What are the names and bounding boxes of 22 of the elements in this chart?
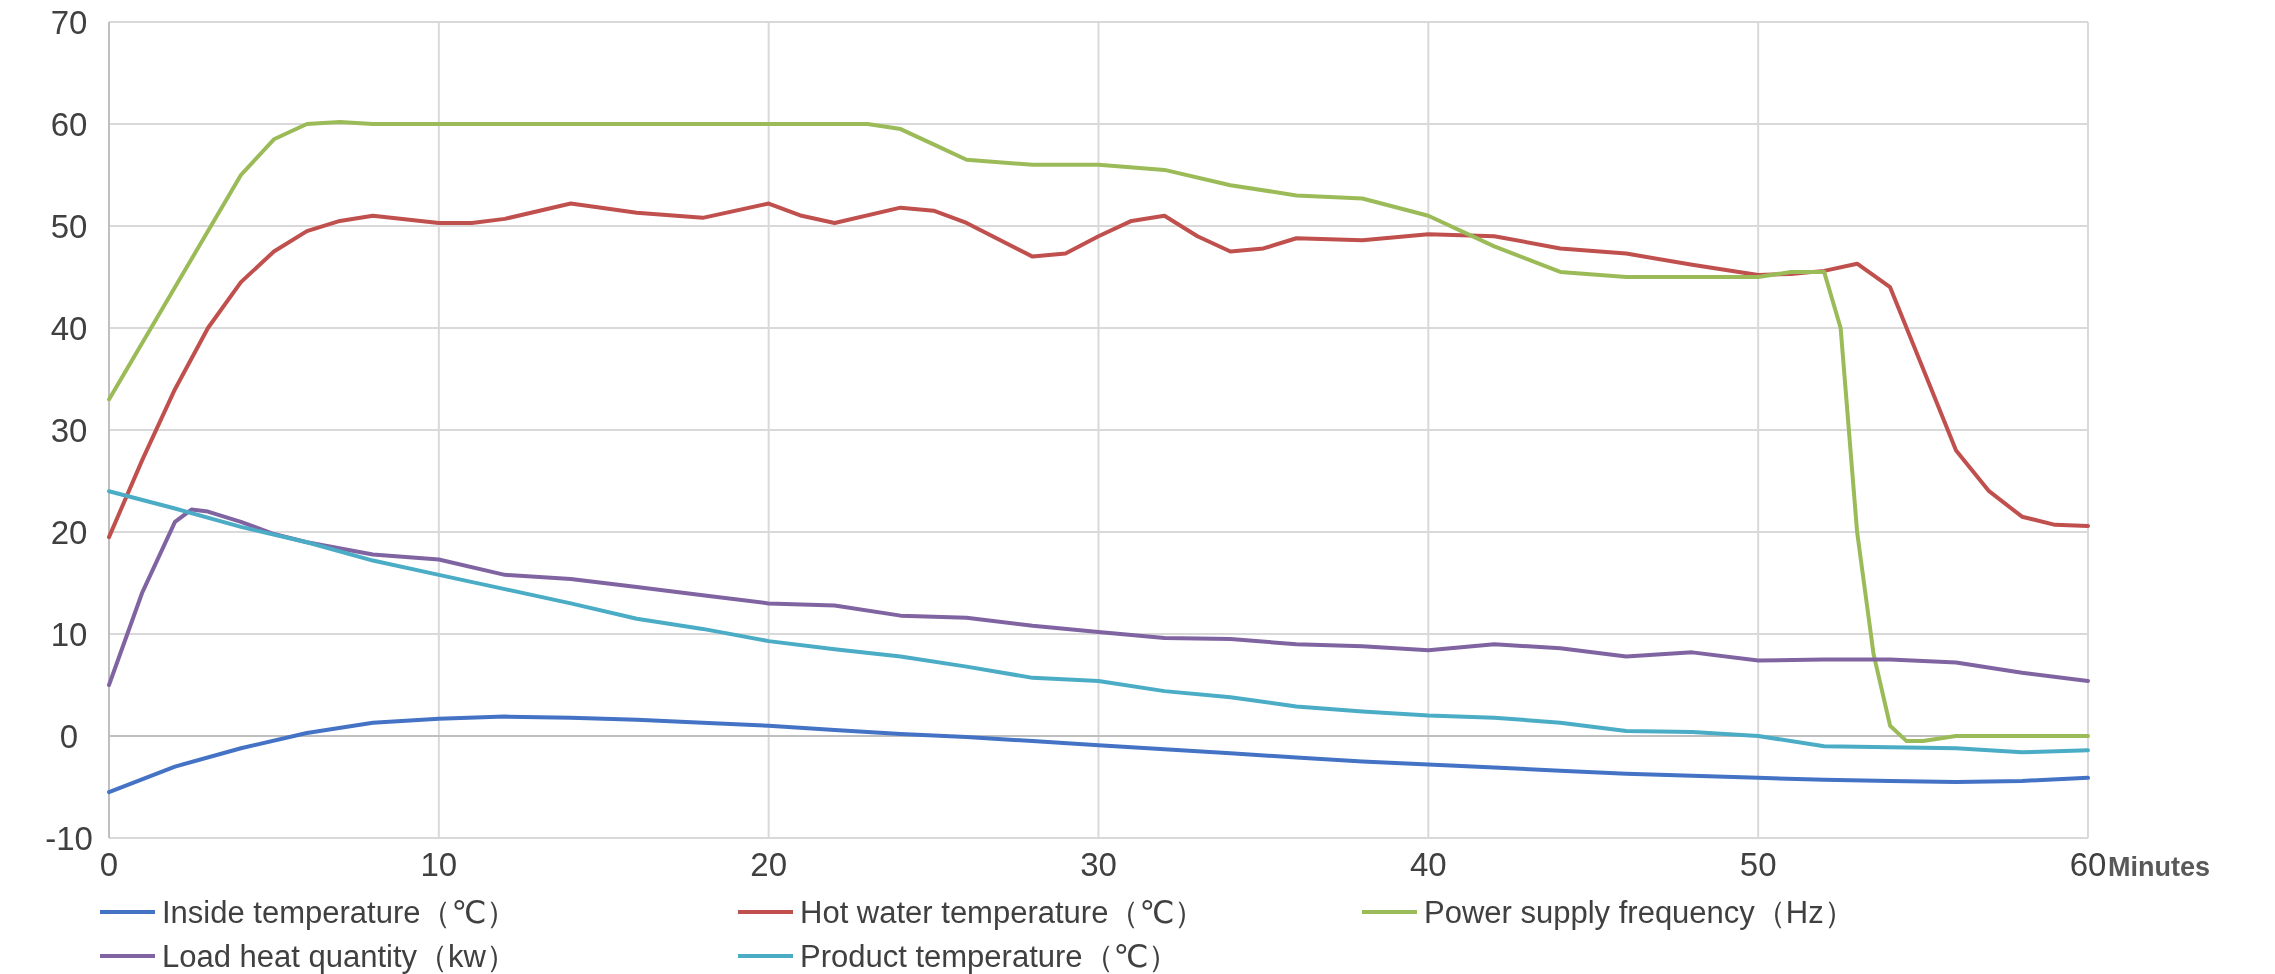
x-tick-label: 30 — [1080, 846, 1117, 883]
y-tick-label: 50 — [50, 208, 88, 245]
x-tick-label: 20 — [750, 846, 788, 883]
x-tick-label: 50 — [1739, 846, 1777, 883]
x-tick-label: 0 — [99, 846, 119, 883]
y-tick-label: 70 — [50, 4, 88, 41]
y-tick-label: 60 — [50, 106, 88, 143]
x-tick-label: 60 — [2069, 846, 2107, 883]
x-axis-title: Minutes — [2108, 852, 2211, 882]
y-tick-label: 0 — [59, 718, 79, 755]
x-tick-label: 10 — [420, 846, 458, 883]
y-tick-label: 20 — [50, 514, 88, 551]
y-tick-label: 30 — [50, 412, 88, 449]
legend-label: Inside temperature（℃） — [162, 895, 518, 930]
legend-label: Product temperature（℃） — [800, 939, 1180, 974]
y-tick-label: 10 — [50, 616, 88, 653]
legend-label: Load heat quantity（kw） — [162, 939, 517, 974]
legend-label: Power supply frequency（Hz） — [1424, 895, 1855, 930]
x-tick-label: 40 — [1409, 846, 1447, 883]
y-tick-label: -10 — [45, 820, 93, 857]
y-tick-label: 40 — [50, 310, 88, 347]
legend-label: Hot water temperature（℃） — [800, 895, 1206, 930]
